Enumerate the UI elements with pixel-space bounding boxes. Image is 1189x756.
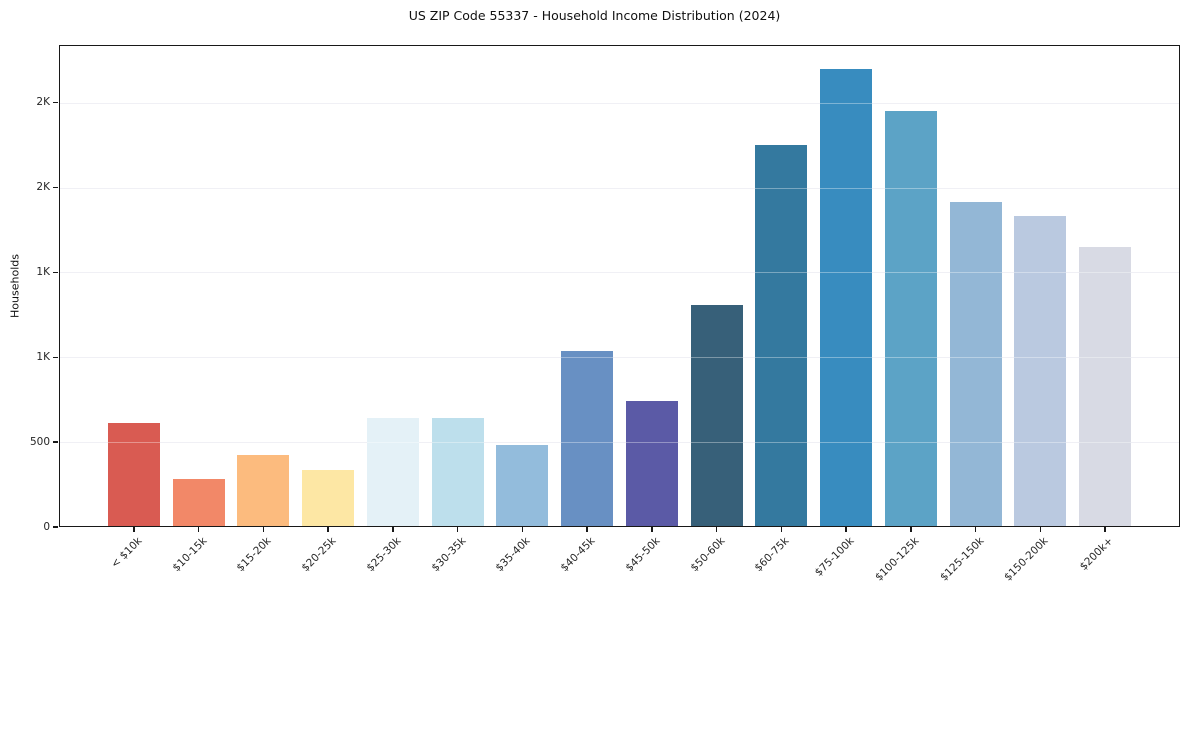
x-tick-mark xyxy=(456,527,459,532)
gridline-overlay xyxy=(59,442,1180,444)
bar xyxy=(108,423,160,527)
y-tick-label: 2K xyxy=(36,181,50,194)
bar xyxy=(496,444,549,527)
x-tick-label: $75-100k xyxy=(812,535,857,579)
x-tick-label: $30-35k xyxy=(429,535,469,575)
gridline-overlay xyxy=(59,272,1180,274)
y-tick-label: 2K xyxy=(36,96,50,109)
bar xyxy=(366,417,419,527)
x-tick-mark xyxy=(262,527,265,532)
x-tick-label: $40-45k xyxy=(558,535,598,575)
y-tick-mark xyxy=(53,101,58,104)
bar xyxy=(561,351,614,527)
x-tick-mark xyxy=(197,527,200,532)
y-tick-label: 1K xyxy=(36,350,50,363)
x-tick-mark xyxy=(392,527,394,532)
x-tick-mark xyxy=(974,527,977,532)
figure: US ZIP Code 55337 - Household Income Dis… xyxy=(8,8,1180,584)
gridline xyxy=(59,442,1180,444)
y-tick-mark xyxy=(53,271,58,274)
x-tick-label: $100-125k xyxy=(872,535,922,584)
gridline-overlay xyxy=(59,187,1180,189)
bar xyxy=(820,68,873,527)
x-tick-mark xyxy=(586,527,588,532)
x-tick-mark xyxy=(133,527,135,532)
bar xyxy=(237,454,290,527)
bar xyxy=(172,479,225,527)
y-axis-label: Households xyxy=(8,254,22,318)
plot-area xyxy=(59,45,1180,527)
bar xyxy=(1079,246,1131,527)
x-tick-mark xyxy=(327,527,329,532)
gridline xyxy=(59,187,1180,189)
y-tick-mark xyxy=(53,441,58,443)
gridline-overlay xyxy=(59,102,1180,104)
y-tick-label: 1K xyxy=(36,265,50,278)
x-tick-label: $200k+ xyxy=(1077,535,1116,573)
x-tick-label: $15-20k xyxy=(234,535,274,575)
x-tick-label: $150-200k xyxy=(1002,535,1051,584)
y-tick-mark xyxy=(53,356,58,359)
bar xyxy=(690,304,743,527)
y-tick-mark xyxy=(53,526,58,528)
x-tick-label: $45-50k xyxy=(623,535,663,575)
gridline xyxy=(59,357,1180,359)
y-tick-label: 500 xyxy=(29,435,50,448)
x-tick-mark xyxy=(1104,527,1106,532)
x-tick-label: $25-30k xyxy=(364,535,404,575)
plot-border xyxy=(59,45,1180,527)
bar xyxy=(949,202,1002,527)
x-tick-mark xyxy=(780,527,783,532)
x-tick-mark xyxy=(1039,527,1042,532)
x-tick-mark xyxy=(910,527,912,532)
bar xyxy=(755,145,808,527)
bar xyxy=(625,400,678,527)
x-tick-mark xyxy=(521,527,524,532)
x-tick-label: $50-60k xyxy=(687,535,728,575)
chart-title: US ZIP Code 55337 - Household Income Dis… xyxy=(408,8,781,23)
gridline xyxy=(59,102,1180,104)
y-tick-mark xyxy=(53,186,58,189)
y-tick-label: 0 xyxy=(43,520,50,533)
gridline xyxy=(59,272,1180,274)
bar xyxy=(431,418,484,527)
x-tick-label: $20-25k xyxy=(299,535,339,575)
x-tick-label: $60-75k xyxy=(752,535,792,575)
x-tick-mark xyxy=(845,527,847,532)
bar xyxy=(884,111,937,527)
gridline-overlay xyxy=(59,357,1180,359)
x-tick-label: $35-40k xyxy=(493,535,533,575)
x-tick-label: $125-150k xyxy=(937,535,987,584)
bar xyxy=(1014,216,1067,527)
bar xyxy=(302,470,355,527)
x-tick-mark xyxy=(651,527,653,532)
x-tick-mark xyxy=(715,527,718,532)
